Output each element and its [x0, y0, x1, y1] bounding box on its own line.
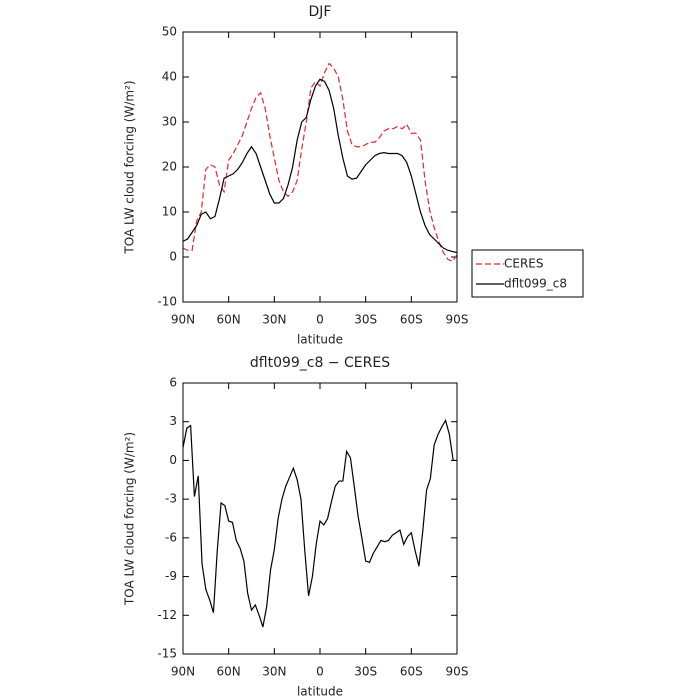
- data-line: [182, 78, 458, 254]
- y-axis-label: TOA LW cloud forcing (W/m²): [123, 432, 137, 606]
- x-tick-label: 0: [316, 313, 324, 327]
- plot-frame: [182, 382, 458, 655]
- y-tick-label: -12: [157, 608, 177, 622]
- y-tick-label: -6: [165, 530, 177, 544]
- y-axis-label: TOA LW cloud forcing (W/m²): [123, 80, 137, 254]
- chart-title: dflt099_c8 − CERES: [250, 355, 390, 371]
- y-tick-label: 50: [162, 25, 177, 39]
- y-tick-label: 6: [169, 376, 177, 390]
- x-tick-label: 90S: [446, 313, 469, 327]
- x-tick-label: 60S: [400, 665, 423, 679]
- y-tick-label: 30: [162, 115, 177, 129]
- y-tick-label: 0: [169, 453, 177, 467]
- x-tick-label: 90S: [446, 665, 469, 679]
- y-tick-label: 0: [169, 250, 177, 264]
- legend-box: [471, 249, 584, 298]
- x-tick-label: 60S: [400, 313, 423, 327]
- x-tick-label: 90N: [171, 665, 195, 679]
- legend-label: CERES: [504, 257, 544, 271]
- x-tick-label: 90N: [171, 313, 195, 327]
- data-line: [182, 418, 457, 628]
- x-tick-label: 60N: [217, 665, 241, 679]
- x-tick-label: 0: [316, 665, 324, 679]
- y-tick-label: -15: [157, 647, 177, 661]
- x-axis-label: latitude: [297, 333, 343, 347]
- y-tick-label: -10: [157, 295, 177, 309]
- x-tick-label: 30N: [262, 313, 286, 327]
- y-tick-label: -3: [165, 492, 177, 506]
- x-tick-label: 30S: [354, 313, 377, 327]
- x-tick-label: 30N: [262, 665, 286, 679]
- data-line: [182, 62, 458, 263]
- x-tick-label: 60N: [217, 313, 241, 327]
- y-tick-label: 20: [162, 160, 177, 174]
- legend-label: dflt099_c8: [504, 277, 567, 291]
- x-tick-label: 30S: [354, 665, 377, 679]
- y-tick-label: -9: [165, 569, 177, 583]
- y-tick-label: 40: [162, 70, 177, 84]
- chart-title: DJF: [309, 4, 332, 20]
- y-tick-label: 10: [162, 205, 177, 219]
- x-axis-label: latitude: [297, 685, 343, 699]
- y-tick-label: 3: [169, 414, 177, 428]
- plot-frame: [182, 31, 458, 303]
